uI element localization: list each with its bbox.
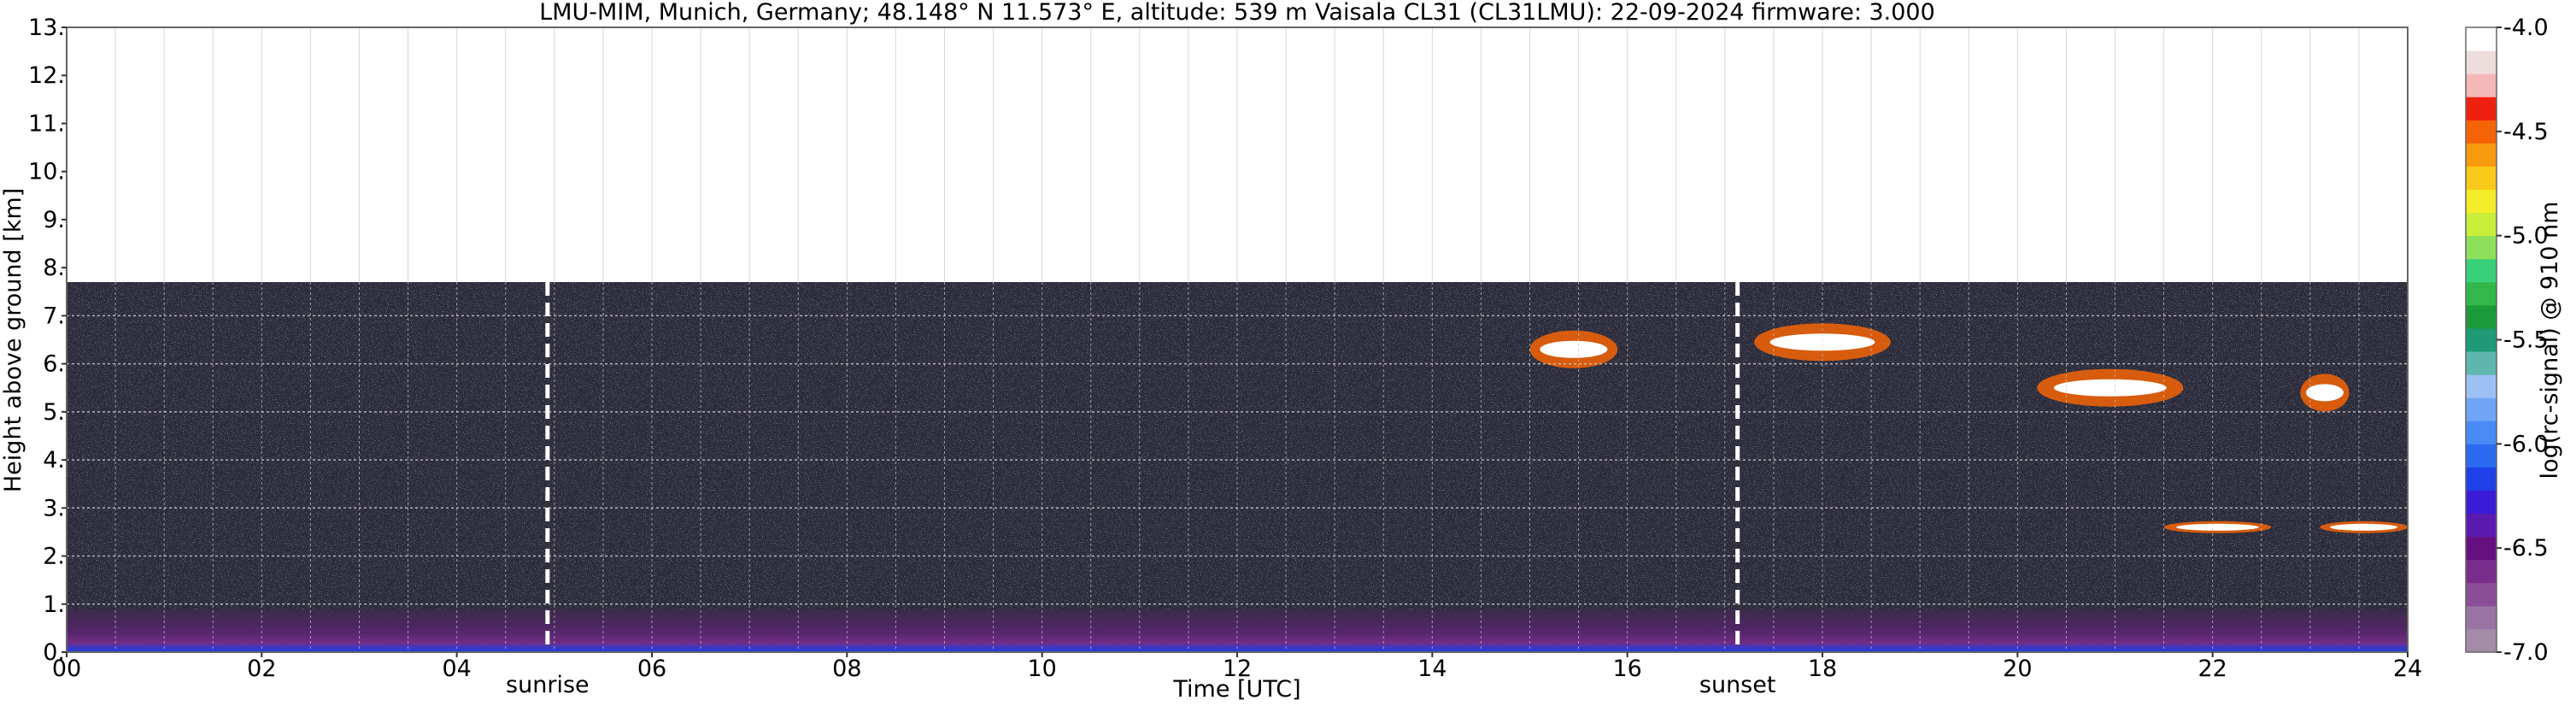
- colorbar-swatch: [2466, 143, 2497, 167]
- colorbar-swatch: [2466, 258, 2497, 283]
- colorbar-swatch: [2466, 304, 2497, 329]
- sun-annotations: sunrise sunset: [506, 282, 1775, 698]
- colorbar-tick-label: -4.0: [2503, 15, 2549, 41]
- colorbar-swatch: [2466, 536, 2497, 561]
- colorbar-swatch: [2466, 97, 2497, 121]
- y-tick-label: 4.: [43, 447, 65, 474]
- colorbar-tick-label: -7.0: [2503, 639, 2549, 666]
- colorbar: -4.0 -4.5 -5.0 -5.5 -6.0 -6.5 -7.0: [2465, 15, 2549, 666]
- x-tick-label: 08: [832, 656, 861, 682]
- colorbar-swatch: [2466, 628, 2497, 653]
- colorbar-swatch: [2466, 189, 2497, 214]
- x-tick-label: 16: [1612, 656, 1641, 682]
- colorbar-tick-label: -4.5: [2503, 119, 2549, 145]
- colorbar-label: log(rc-signal) @ 910 nm: [2537, 202, 2563, 479]
- cloud-core: [2306, 384, 2344, 402]
- colorbar-swatch: [2466, 490, 2497, 515]
- y-tick-label: 12.: [28, 62, 65, 89]
- y-tick-label: 10.: [28, 159, 65, 185]
- cloud-core: [2176, 523, 2259, 531]
- boundary-layer: [67, 609, 2408, 652]
- colorbar-swatch: [2466, 74, 2497, 97]
- colorbar-swatch: [2466, 444, 2497, 468]
- x-axis-label: Time [UTC]: [1172, 676, 1300, 703]
- cloud-core: [1540, 340, 1608, 358]
- x-tick-label: 12: [1223, 656, 1252, 682]
- vertical-gridlines: [114, 27, 2360, 652]
- colorbar-tick-label: -6.0: [2503, 431, 2549, 457]
- y-tick-label: 13.: [28, 15, 65, 41]
- y-tick-label: 11.: [28, 110, 65, 137]
- cloud-core: [2053, 379, 2167, 397]
- x-tick-label: 14: [1417, 656, 1446, 682]
- colorbar-tick-label: -6.5: [2503, 535, 2549, 562]
- colorbar-swatch: [2466, 421, 2497, 444]
- y-tick-label: 0.: [43, 639, 65, 666]
- x-tick-label: 22: [2198, 656, 2227, 682]
- cloud-core: [2330, 523, 2398, 531]
- colorbar-swatch: [2466, 605, 2497, 630]
- colorbar-swatch: [2466, 374, 2497, 398]
- colorbar-swatch: [2466, 212, 2497, 237]
- colorbar-swatch: [2466, 467, 2497, 491]
- colorbar-swatch: [2466, 582, 2497, 607]
- colorbar-swatch: [2466, 166, 2497, 191]
- y-axis-ticks: 0. 1. 2. 3. 4. 5. 6. 7. 8. 9. 10. 11. 12. 13.: [28, 15, 67, 666]
- colorbar-tick-label: -5.5: [2503, 327, 2549, 354]
- colorbar-swatch: [2466, 513, 2497, 538]
- y-tick-label: 6.: [43, 351, 65, 378]
- colorbar-swatch: [2466, 50, 2497, 74]
- colorbar-swatch: [2466, 235, 2497, 260]
- colorbar-swatch: [2466, 559, 2497, 584]
- y-tick-label: 9.: [43, 207, 65, 233]
- cloud-core: [1769, 333, 1875, 351]
- horizontal-gridlines: [67, 315, 2408, 605]
- colorbar-swatch: [2466, 27, 2497, 51]
- x-tick-label: 24: [2393, 656, 2422, 682]
- x-tick-label: 06: [637, 656, 666, 682]
- colorbar-swatch: [2466, 281, 2497, 306]
- x-tick-label: 20: [2003, 656, 2032, 682]
- chart-title: LMU-MIM, Munich, Germany; 48.148° N 11.5…: [539, 0, 1935, 26]
- y-tick-label: 7.: [43, 303, 65, 329]
- colorbar-tick-label: -5.0: [2503, 223, 2549, 250]
- y-tick-label: 3.: [43, 495, 65, 521]
- x-tick-label: 02: [247, 656, 276, 682]
- x-tick-label: 10: [1027, 656, 1056, 682]
- y-tick-label: 1.: [43, 591, 65, 618]
- x-tick-label: 18: [1808, 656, 1837, 682]
- y-axis-label: Height above ground [km]: [0, 188, 26, 492]
- colorbar-swatch: [2466, 351, 2497, 375]
- colorbar-swatch: [2466, 327, 2497, 352]
- x-axis-ticks: 00 02 04 06 08 10 12 14 16 18 20 22 24: [52, 652, 2422, 682]
- x-tick-label: 04: [442, 656, 471, 682]
- annotation-label: sunset: [1699, 672, 1776, 698]
- x-tick-label: 00: [52, 656, 81, 682]
- colorbar-swatch: [2466, 120, 2497, 144]
- y-tick-label: 2.: [43, 544, 65, 570]
- colorbar-swatch: [2466, 397, 2497, 421]
- y-tick-label: 8.: [43, 255, 65, 281]
- y-tick-label: 5.: [43, 399, 65, 426]
- annotation-label: sunrise: [506, 672, 590, 698]
